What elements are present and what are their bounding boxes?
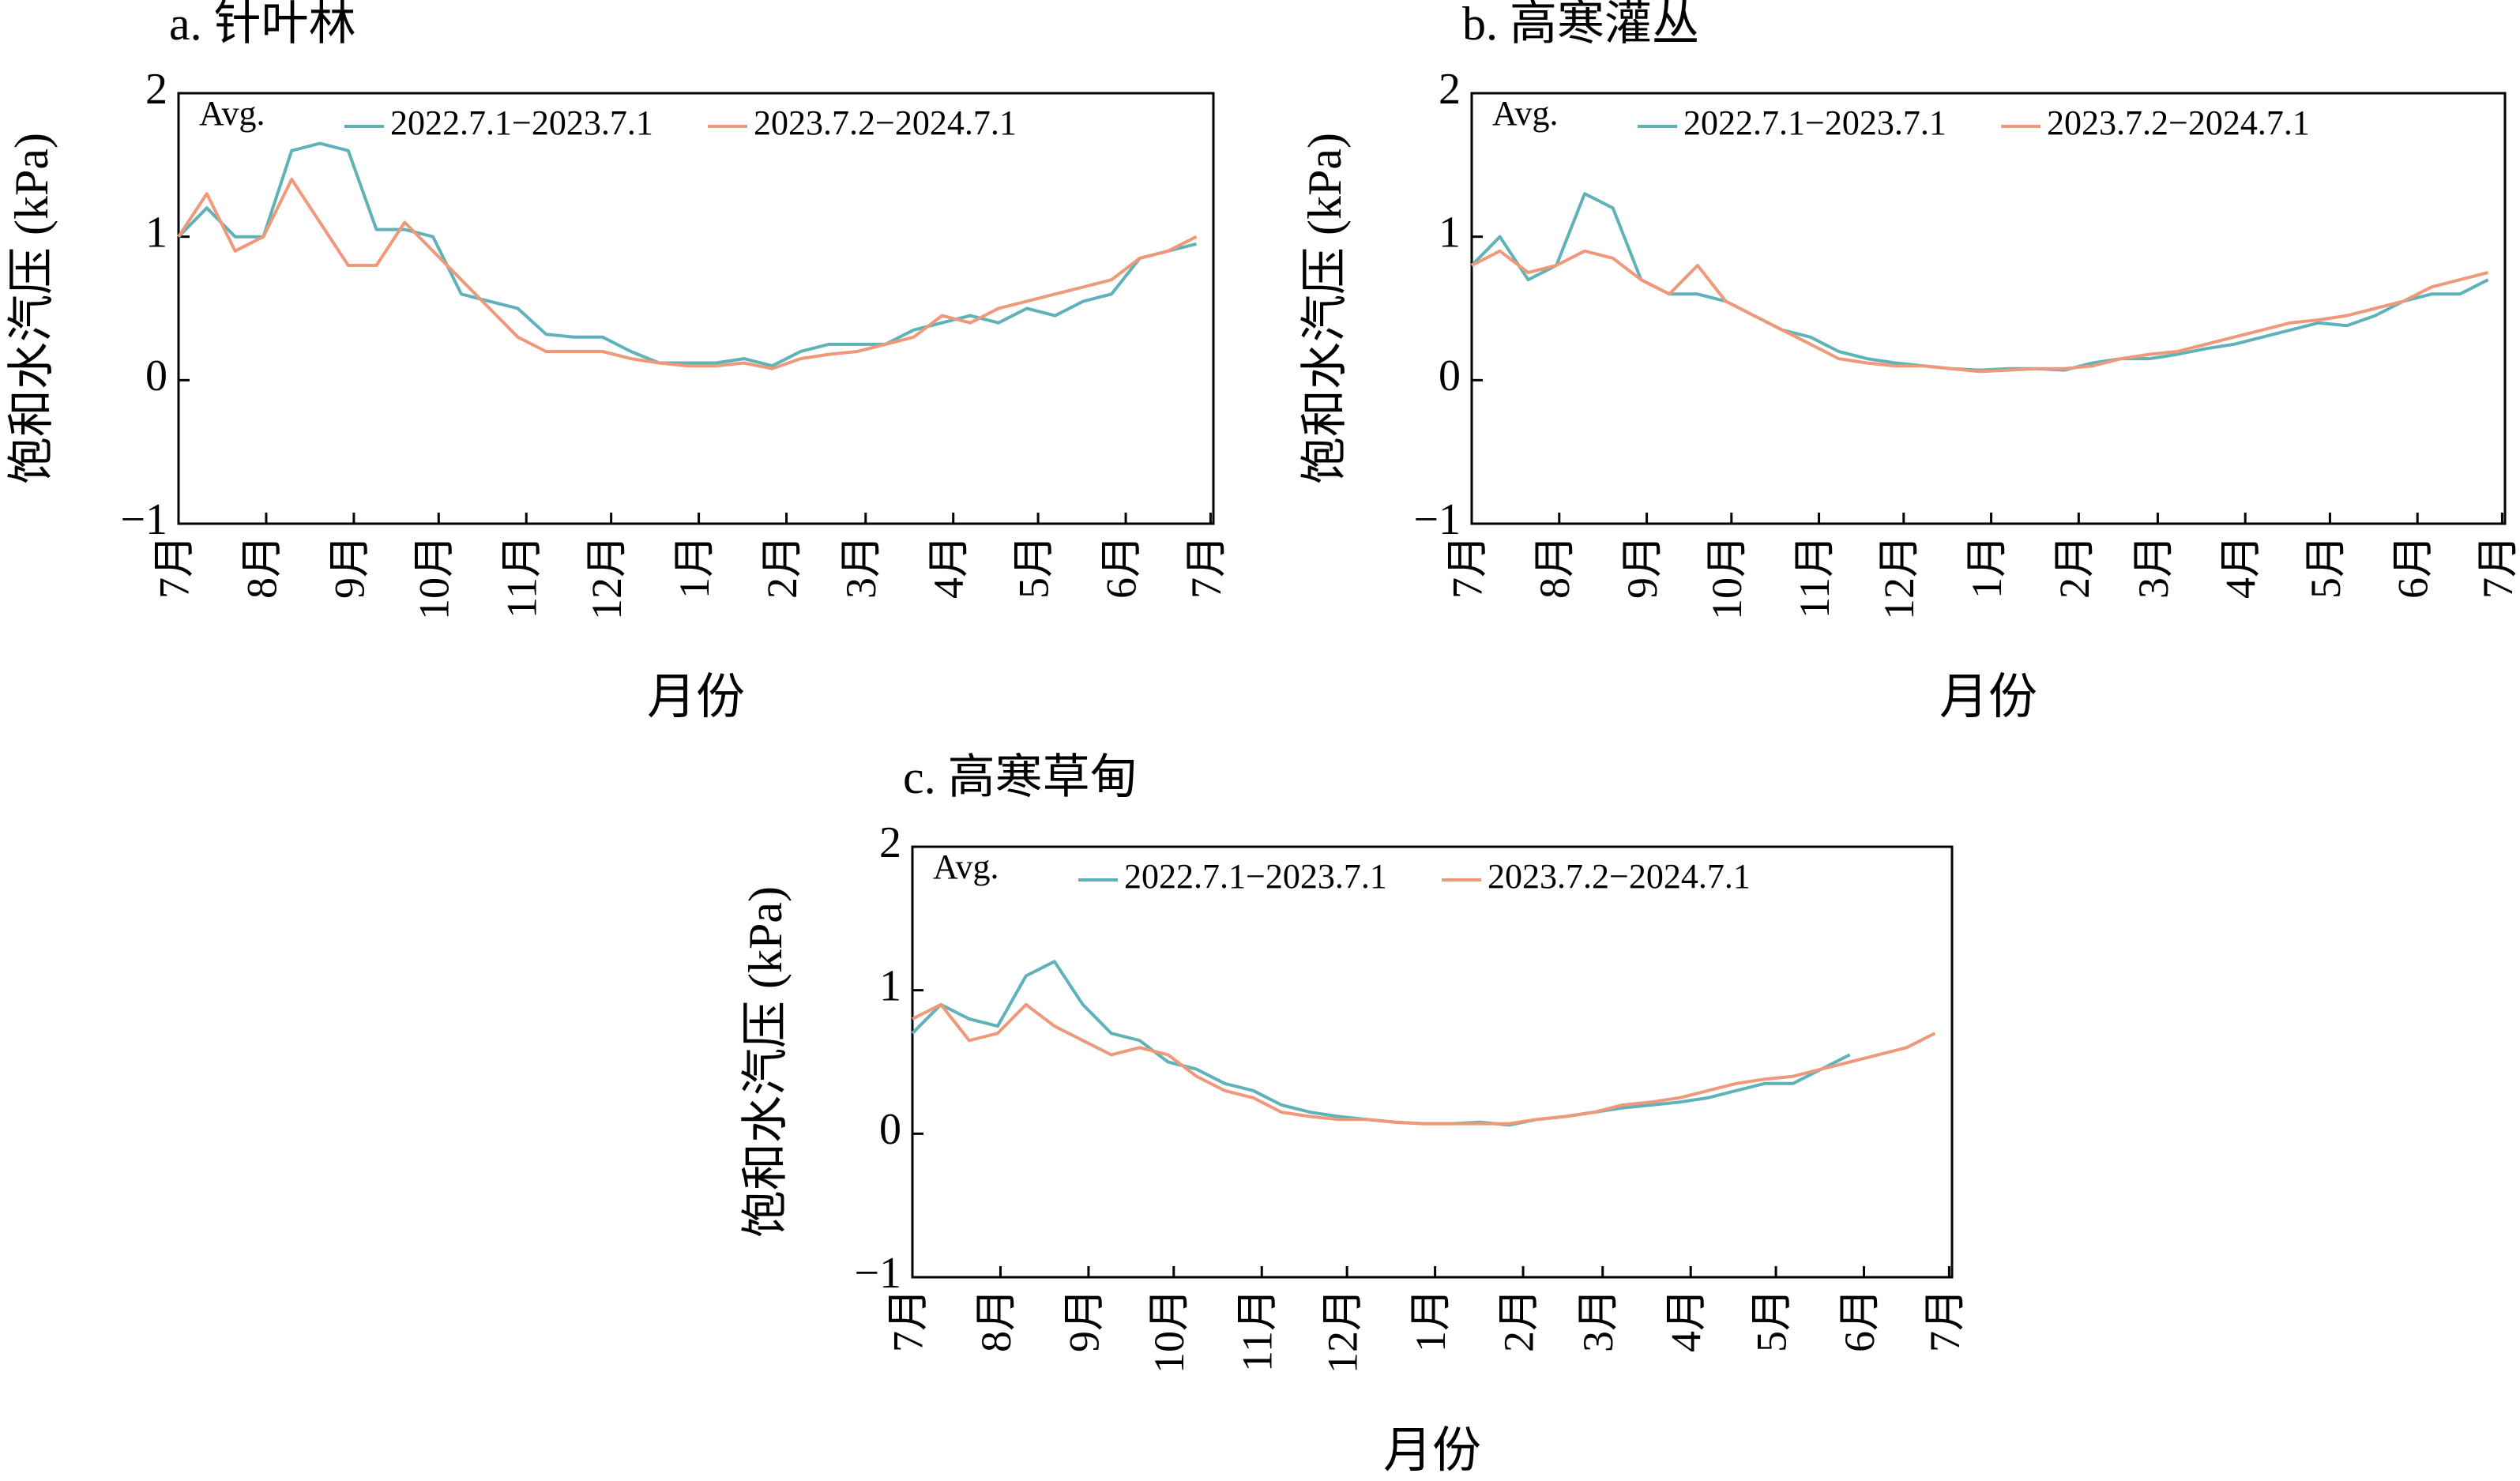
data-line [912, 1002, 1936, 1126]
annotation: Avg. [933, 848, 999, 886]
x-tick-label: 5月 [1010, 535, 1057, 599]
x-tick-label: 10月 [1145, 1288, 1193, 1374]
x-tick-label: 7月 [150, 535, 197, 599]
x-tick-label: 10月 [1703, 535, 1751, 620]
x-tick-label: 12月 [1875, 535, 1923, 620]
annotation: Avg. [199, 94, 265, 133]
x-tick-label: 7月 [1443, 535, 1491, 599]
x-tick-label: 3月 [837, 535, 885, 599]
legend-label: 2022.7.1−2023.7.1 [1124, 857, 1387, 896]
x-tick-label: 10月 [411, 535, 458, 620]
x-tick-label: 11月 [1234, 1288, 1281, 1372]
y-tick-label: 2 [1439, 65, 1461, 114]
x-tick-label: 6月 [2390, 535, 2437, 599]
x-tick-label: 4月 [2217, 535, 2265, 599]
data-line [1471, 249, 2489, 374]
x-tick-label: 12月 [1319, 1288, 1367, 1374]
x-tick-label: 11月 [498, 535, 546, 618]
x-tick-label: 3月 [2130, 535, 2177, 599]
x-tick-label: 2月 [758, 535, 806, 599]
chart-title: a. 针叶林 [169, 0, 356, 50]
plot-frame [177, 92, 1215, 525]
x-tick-label: 11月 [1791, 535, 1838, 618]
y-tick-label: 1 [1439, 209, 1461, 257]
y-axis-label: 饱和水汽压 (kPa) [1299, 133, 1351, 484]
x-axis-label: 月份 [1383, 1424, 1481, 1478]
legend-label: 2022.7.1−2023.7.1 [390, 103, 653, 142]
y-tick-label: 0 [879, 1105, 901, 1154]
y-tick-label: −1 [1413, 495, 1461, 544]
x-tick-label: 1月 [1963, 535, 2010, 599]
x-tick-label: 2月 [2051, 535, 2098, 599]
x-tick-label: 7月 [1921, 1288, 1969, 1352]
x-tick-label: 1月 [1407, 1288, 1454, 1352]
x-axis-label: 月份 [1939, 671, 2037, 724]
annotation: Avg. [1492, 94, 1559, 133]
y-tick-label: 2 [879, 818, 901, 867]
data-line [1470, 192, 2489, 372]
x-tick-label: 7月 [884, 1288, 931, 1352]
chart-title: c. 高寒草甸 [903, 751, 1138, 803]
x-tick-label: 7月 [1183, 535, 1230, 599]
x-tick-label: 12月 [583, 535, 630, 620]
y-axis-label: 饱和水汽压 (kPa) [6, 133, 58, 484]
y-tick-label: −1 [854, 1249, 901, 1298]
x-tick-label: 7月 [2474, 535, 2520, 599]
y-tick-label: 0 [145, 351, 167, 400]
x-tick-label: 8月 [238, 535, 285, 599]
x-axis-label: 月份 [647, 671, 745, 724]
legend-label: 2023.7.2−2024.7.1 [2047, 103, 2310, 142]
x-tick-label: 9月 [1060, 1288, 1108, 1352]
x-tick-label: 4月 [925, 535, 972, 599]
y-tick-label: 0 [1439, 351, 1461, 400]
y-tick-label: 2 [145, 65, 167, 114]
y-tick-label: 1 [879, 962, 901, 1011]
x-tick-label: 2月 [1495, 1288, 1542, 1352]
data-line [177, 141, 1197, 368]
x-tick-label: 8月 [972, 1288, 1020, 1352]
y-axis-label: 饱和水汽压 (kPa) [739, 886, 792, 1238]
plot-frame [911, 845, 1954, 1279]
legend-label: 2022.7.1−2023.7.1 [1683, 103, 1946, 142]
plot-frame [1470, 92, 2507, 525]
data-line [911, 960, 1851, 1127]
y-tick-label: 1 [145, 209, 167, 257]
x-tick-label: 1月 [671, 535, 718, 599]
chart-title: b. 高寒灌丛 [1462, 0, 1699, 50]
y-tick-label: −1 [120, 495, 167, 544]
x-tick-label: 3月 [1574, 1288, 1622, 1352]
x-tick-label: 5月 [2302, 535, 2349, 599]
x-tick-label: 4月 [1663, 1288, 1710, 1352]
legend-label: 2023.7.2−2024.7.1 [1488, 857, 1751, 896]
x-tick-label: 5月 [1747, 1288, 1795, 1352]
x-tick-label: 9月 [325, 535, 373, 599]
x-tick-label: 9月 [1619, 535, 1666, 599]
x-tick-label: 6月 [1097, 535, 1145, 599]
data-line [177, 178, 1198, 370]
x-tick-label: 6月 [1836, 1288, 1883, 1352]
x-tick-label: 8月 [1531, 535, 1578, 599]
legend-label: 2023.7.2−2024.7.1 [754, 103, 1017, 142]
